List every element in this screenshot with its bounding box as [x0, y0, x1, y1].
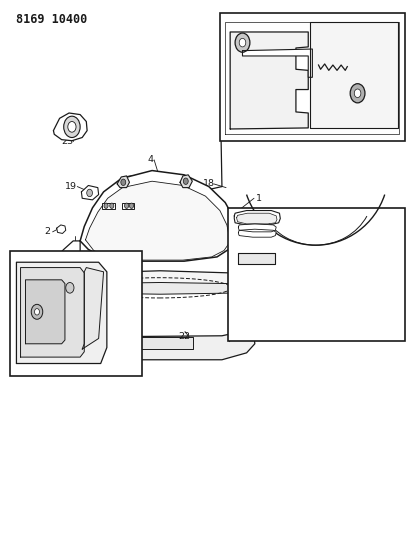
Circle shape — [66, 282, 74, 293]
Circle shape — [68, 122, 76, 132]
Bar — [10, 251, 142, 376]
Text: 14: 14 — [267, 23, 277, 32]
Polygon shape — [237, 213, 277, 224]
Text: 22: 22 — [178, 333, 190, 341]
Text: 20: 20 — [240, 219, 252, 227]
Polygon shape — [180, 175, 192, 188]
Polygon shape — [234, 211, 280, 225]
Text: 24: 24 — [373, 247, 383, 256]
Polygon shape — [16, 262, 107, 364]
Text: 8169 10400: 8169 10400 — [16, 13, 88, 26]
Polygon shape — [57, 225, 66, 233]
Text: 11: 11 — [120, 272, 131, 280]
Circle shape — [239, 38, 246, 47]
Circle shape — [354, 89, 361, 98]
Text: 16: 16 — [327, 108, 337, 116]
Polygon shape — [68, 330, 255, 360]
Circle shape — [87, 189, 92, 197]
Polygon shape — [230, 32, 308, 129]
Text: 19: 19 — [65, 182, 77, 191]
Text: 8: 8 — [95, 214, 101, 223]
Circle shape — [110, 203, 114, 208]
Text: 27: 27 — [232, 266, 243, 275]
Polygon shape — [81, 185, 99, 200]
Text: 1: 1 — [256, 194, 262, 203]
Text: 6: 6 — [144, 241, 150, 249]
Circle shape — [35, 309, 39, 315]
Text: 9: 9 — [61, 263, 67, 272]
Text: 17: 17 — [382, 92, 393, 100]
Polygon shape — [310, 22, 398, 128]
Circle shape — [129, 203, 134, 208]
Circle shape — [104, 203, 108, 208]
Text: 1: 1 — [244, 309, 249, 318]
Bar — [228, 208, 405, 341]
Circle shape — [235, 33, 250, 52]
Bar — [220, 13, 405, 141]
Text: 4: 4 — [147, 156, 153, 164]
Polygon shape — [44, 241, 80, 335]
Circle shape — [60, 259, 65, 265]
Polygon shape — [85, 181, 229, 260]
Polygon shape — [53, 113, 87, 141]
Circle shape — [183, 178, 188, 184]
Text: 5: 5 — [270, 210, 276, 219]
Text: 3: 3 — [388, 210, 394, 219]
Bar — [102, 203, 115, 209]
Circle shape — [125, 203, 129, 208]
Polygon shape — [238, 229, 276, 237]
Text: 2: 2 — [44, 228, 50, 236]
Text: 25: 25 — [306, 320, 317, 328]
Polygon shape — [82, 282, 235, 294]
Text: 15: 15 — [356, 29, 366, 37]
Polygon shape — [25, 280, 65, 344]
Polygon shape — [242, 49, 312, 77]
Text: 28: 28 — [232, 254, 243, 263]
Text: 13: 13 — [222, 60, 232, 68]
Circle shape — [31, 304, 43, 319]
Circle shape — [121, 179, 126, 185]
Circle shape — [54, 261, 62, 272]
Polygon shape — [80, 171, 238, 261]
Bar — [122, 203, 134, 209]
Circle shape — [64, 116, 80, 138]
Polygon shape — [225, 22, 399, 134]
Text: 3: 3 — [103, 197, 109, 206]
Text: 23: 23 — [62, 137, 74, 146]
Text: 5: 5 — [159, 231, 165, 240]
Polygon shape — [238, 253, 275, 264]
Text: 26: 26 — [232, 279, 243, 288]
Polygon shape — [242, 241, 276, 335]
Text: 7: 7 — [124, 251, 129, 259]
Circle shape — [350, 84, 365, 103]
Polygon shape — [117, 176, 129, 188]
Text: 18: 18 — [203, 180, 215, 188]
Polygon shape — [82, 268, 104, 349]
Polygon shape — [21, 268, 84, 357]
Polygon shape — [127, 337, 193, 349]
Polygon shape — [75, 271, 245, 290]
Text: 12: 12 — [97, 346, 107, 355]
Polygon shape — [238, 224, 276, 232]
